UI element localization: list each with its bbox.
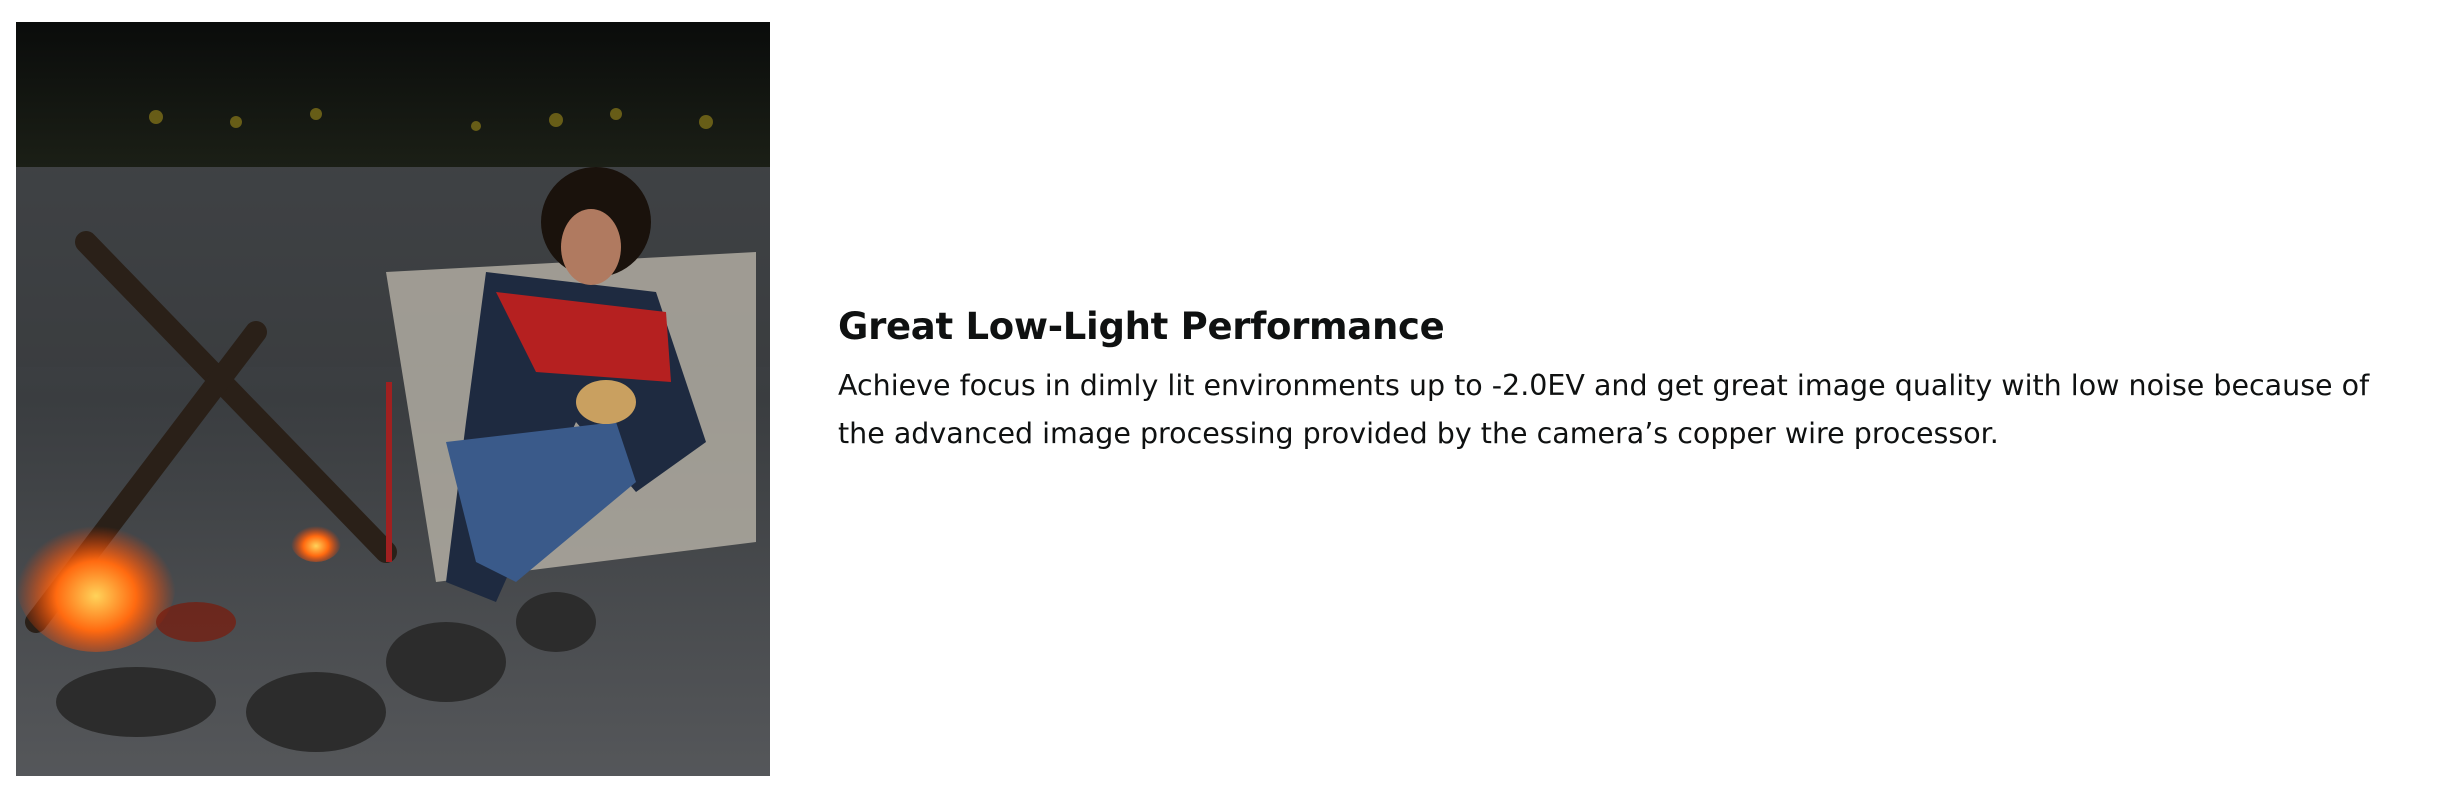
feature-text: Great Low-Light Performance Achieve focu… [838, 305, 2398, 458]
feature-description: Achieve focus in dimly lit environments … [838, 369, 2370, 450]
feature-image [16, 22, 770, 776]
feature-heading: Great Low-Light Performance [838, 305, 1445, 348]
